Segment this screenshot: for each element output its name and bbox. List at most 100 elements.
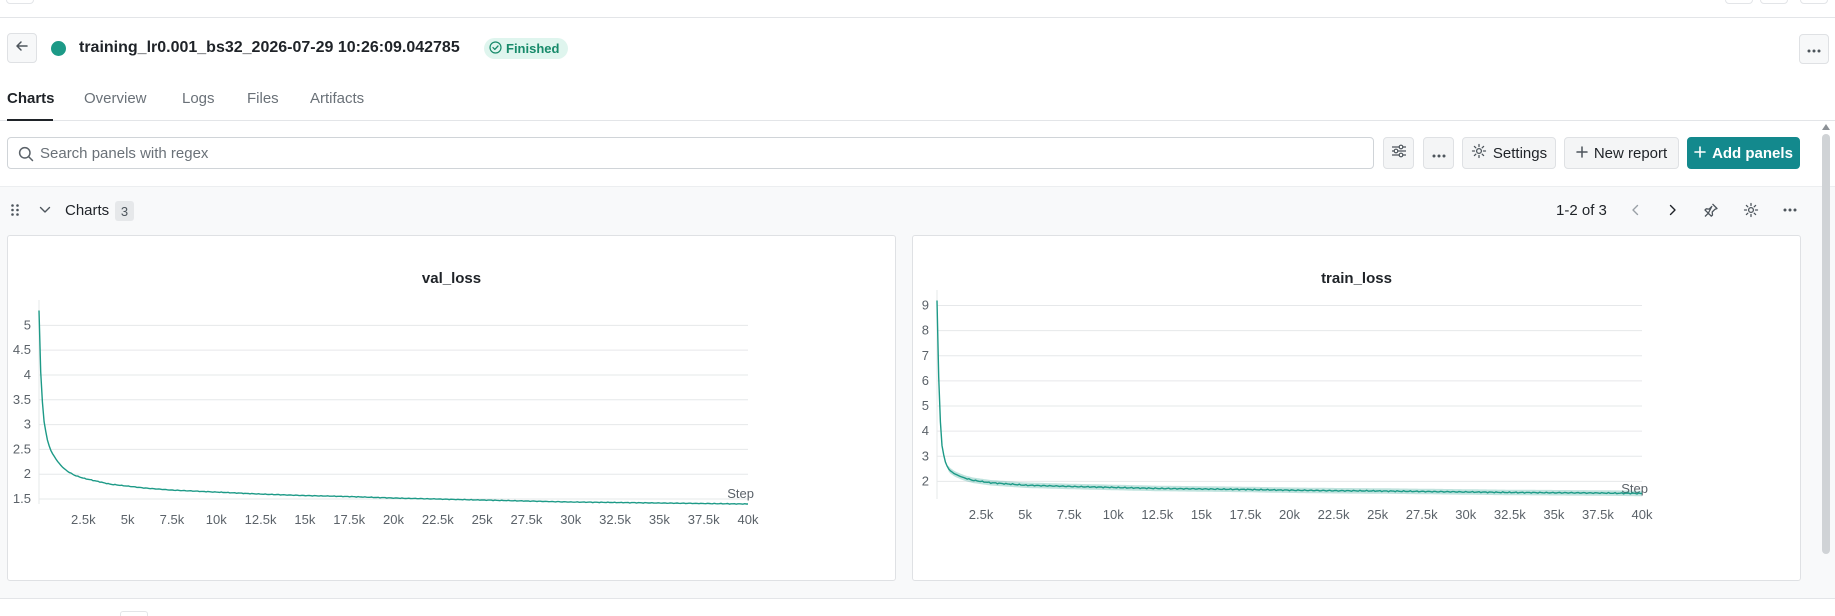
tab-artifacts[interactable]: Artifacts bbox=[310, 90, 365, 107]
filter-button[interactable] bbox=[1383, 137, 1414, 169]
x-tick-label: 12.5k bbox=[1141, 507, 1173, 522]
x-tick-label: 10k bbox=[1103, 507, 1124, 522]
search-icon bbox=[18, 146, 34, 167]
drag-handle-icon[interactable] bbox=[5, 200, 25, 220]
series-line bbox=[38, 310, 748, 505]
chevron-down-icon[interactable] bbox=[35, 200, 55, 220]
active-tab-indicator bbox=[7, 119, 53, 121]
sliders-icon bbox=[1391, 144, 1407, 162]
chevron-left-icon[interactable] bbox=[1625, 200, 1645, 220]
section-header: Charts 3 1-2 of 3 bbox=[0, 187, 1820, 233]
new-report-label: New report bbox=[1593, 144, 1668, 162]
charts-section: Charts 3 1-2 of 3 val_loss 1.5 2 2.5 3 3.5 4 4… bbox=[0, 186, 1835, 599]
x-tick-label: 2.5k bbox=[71, 512, 96, 527]
x-tick-label: 30k bbox=[1455, 507, 1476, 522]
run-tabs: Charts Overview Logs Files Artifacts bbox=[0, 84, 1835, 121]
tab-files[interactable]: Files bbox=[247, 90, 279, 107]
chart-panel-val-loss[interactable]: val_loss 1.5 2 2.5 3 3.5 4 4.5 5 2.5k 5k 7.5k 10k 12… bbox=[7, 235, 896, 581]
y-tick-label: 8 bbox=[922, 323, 929, 338]
chart-panel-train-loss[interactable]: train_loss 2 3 4 5 6 7 8 9 2.5k 5k 7.5k 10k 12.5k 15k… bbox=[912, 235, 1801, 581]
x-tick-label: 37.5k bbox=[1582, 507, 1614, 522]
check-circle-icon bbox=[489, 40, 502, 57]
x-tick-label: 17.5k bbox=[333, 512, 365, 527]
chevron-right-icon[interactable] bbox=[1663, 200, 1683, 220]
x-tick-label: 7.5k bbox=[1057, 507, 1082, 522]
y-tick-label: 9 bbox=[922, 298, 929, 313]
run-color-dot[interactable] bbox=[51, 41, 66, 56]
top-button-edge[interactable] bbox=[1725, 0, 1753, 4]
tab-charts[interactable]: Charts bbox=[7, 90, 55, 107]
y-tick-label: 3 bbox=[922, 448, 929, 463]
top-bar-edge bbox=[0, 0, 1835, 18]
plus-icon bbox=[1694, 145, 1706, 162]
search-box bbox=[7, 137, 1374, 169]
next-section-edge bbox=[0, 599, 1835, 616]
top-button-edge[interactable] bbox=[1760, 0, 1788, 4]
add-panels-button[interactable]: Add panels bbox=[1687, 137, 1800, 169]
section-count-badge: 3 bbox=[115, 201, 134, 221]
x-tick-label: 12.5k bbox=[245, 512, 277, 527]
pager-label: 1-2 of 3 bbox=[1556, 202, 1607, 219]
y-tick-label: 6 bbox=[922, 373, 929, 388]
gear-icon[interactable] bbox=[1741, 200, 1761, 220]
series-line bbox=[936, 300, 1643, 495]
x-tick-label: 25k bbox=[1367, 507, 1388, 522]
x-tick-label: 5k bbox=[121, 512, 135, 527]
search-input[interactable] bbox=[40, 138, 1360, 168]
x-tick-label: 22.5k bbox=[1318, 507, 1350, 522]
more-options-button[interactable] bbox=[1423, 137, 1454, 169]
plus-icon bbox=[1576, 145, 1588, 162]
chart-title: train_loss bbox=[1321, 270, 1392, 287]
pin-icon[interactable] bbox=[1701, 200, 1721, 220]
y-tick-label: 2 bbox=[922, 473, 929, 488]
top-button-edge[interactable] bbox=[1800, 0, 1828, 4]
ellipsis-icon[interactable] bbox=[1780, 200, 1800, 220]
new-report-button[interactable]: New report bbox=[1564, 137, 1679, 169]
x-tick-label: 30k bbox=[560, 512, 581, 527]
y-tick-label: 2.5 bbox=[13, 441, 31, 456]
page-scrollbar[interactable] bbox=[1820, 124, 1832, 554]
y-tick-label: 5 bbox=[24, 317, 31, 332]
x-tick-label: 15k bbox=[1191, 507, 1212, 522]
add-panels-label: Add panels bbox=[1712, 144, 1793, 162]
section-badge-edge bbox=[120, 611, 148, 616]
ellipsis-icon bbox=[1807, 40, 1821, 58]
x-tick-label: 37.5k bbox=[688, 512, 720, 527]
x-tick-label: 35k bbox=[1543, 507, 1564, 522]
gear-icon bbox=[1471, 143, 1487, 163]
x-tick-label: 27.5k bbox=[1406, 507, 1438, 522]
x-tick-label: 40k bbox=[738, 512, 759, 527]
settings-button[interactable]: Settings bbox=[1462, 137, 1556, 169]
top-button-edge[interactable] bbox=[6, 0, 34, 4]
x-tick-label: 40k bbox=[1632, 507, 1653, 522]
scrollbar-thumb[interactable] bbox=[1822, 134, 1830, 554]
x-tick-label: 2.5k bbox=[969, 507, 994, 522]
tab-overview[interactable]: Overview bbox=[84, 90, 147, 107]
run-header: training_lr0.001_bs32_2026-07-29 10:26:0… bbox=[0, 30, 1835, 70]
y-tick-label: 7 bbox=[922, 348, 929, 363]
x-tick-label: 17.5k bbox=[1230, 507, 1262, 522]
x-tick-label: 20k bbox=[1279, 507, 1300, 522]
y-tick-label: 4 bbox=[922, 423, 929, 438]
tab-logs[interactable]: Logs bbox=[182, 90, 215, 107]
section-title[interactable]: Charts bbox=[65, 202, 110, 219]
status-label: Finished bbox=[506, 41, 560, 56]
y-tick-label: 4 bbox=[24, 367, 31, 382]
back-button[interactable] bbox=[7, 33, 37, 63]
line-chart: 1.5 2 2.5 3 3.5 4 4.5 5 2.5k 5k 7.5k 10k 12.5k 15k 17.… bbox=[13, 300, 759, 527]
arrow-left-icon bbox=[15, 39, 29, 58]
x-tick-label: 27.5k bbox=[511, 512, 543, 527]
ellipsis-icon bbox=[1432, 145, 1446, 162]
x-tick-label: 10k bbox=[206, 512, 227, 527]
y-tick-label: 5 bbox=[922, 398, 929, 413]
x-tick-label: 20k bbox=[383, 512, 404, 527]
x-tick-label: 22.5k bbox=[422, 512, 454, 527]
x-axis-label: Step bbox=[1621, 481, 1648, 496]
run-more-button[interactable] bbox=[1799, 34, 1829, 64]
x-axis-label: Step bbox=[727, 486, 754, 501]
scroll-up-arrow[interactable] bbox=[1822, 124, 1830, 130]
status-badge: Finished bbox=[484, 38, 569, 59]
y-tick-label: 2 bbox=[24, 466, 31, 481]
settings-label: Settings bbox=[1492, 144, 1548, 162]
x-tick-label: 35k bbox=[649, 512, 670, 527]
